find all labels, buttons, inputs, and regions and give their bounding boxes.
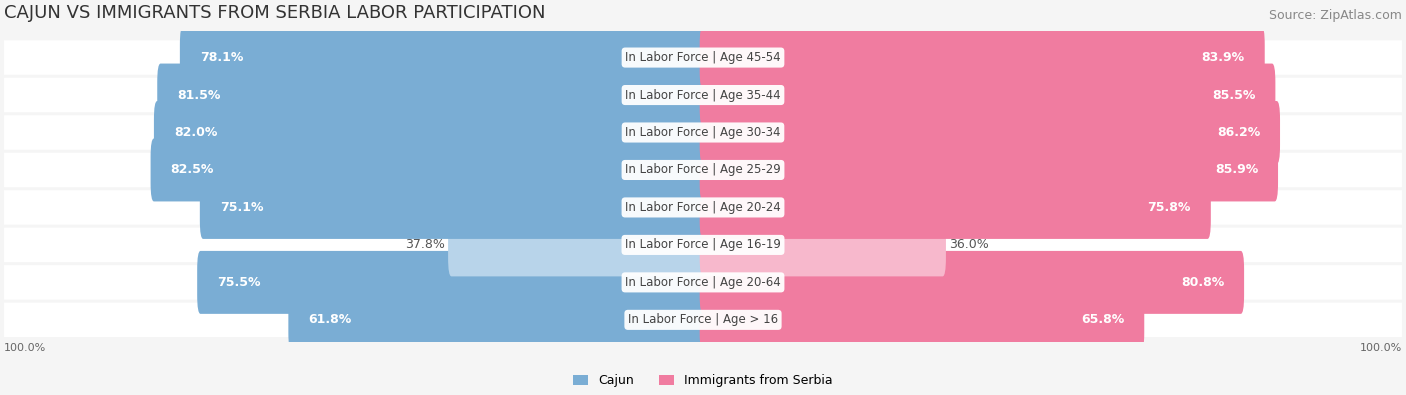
FancyBboxPatch shape <box>4 303 1402 337</box>
FancyBboxPatch shape <box>150 139 706 201</box>
FancyBboxPatch shape <box>180 26 706 89</box>
Text: 75.1%: 75.1% <box>219 201 263 214</box>
Text: 83.9%: 83.9% <box>1202 51 1244 64</box>
FancyBboxPatch shape <box>700 288 1144 351</box>
Text: In Labor Force | Age 25-29: In Labor Force | Age 25-29 <box>626 164 780 177</box>
FancyBboxPatch shape <box>197 251 706 314</box>
Text: 86.2%: 86.2% <box>1216 126 1260 139</box>
Text: In Labor Force | Age 45-54: In Labor Force | Age 45-54 <box>626 51 780 64</box>
Text: 81.5%: 81.5% <box>177 88 221 102</box>
Legend: Cajun, Immigrants from Serbia: Cajun, Immigrants from Serbia <box>568 369 838 392</box>
FancyBboxPatch shape <box>4 115 1402 150</box>
Text: 100.0%: 100.0% <box>4 343 46 353</box>
FancyBboxPatch shape <box>700 26 1265 89</box>
FancyBboxPatch shape <box>153 101 706 164</box>
Text: In Labor Force | Age 30-34: In Labor Force | Age 30-34 <box>626 126 780 139</box>
Text: CAJUN VS IMMIGRANTS FROM SERBIA LABOR PARTICIPATION: CAJUN VS IMMIGRANTS FROM SERBIA LABOR PA… <box>4 4 546 22</box>
FancyBboxPatch shape <box>4 78 1402 112</box>
FancyBboxPatch shape <box>4 265 1402 300</box>
Text: 85.9%: 85.9% <box>1215 164 1258 177</box>
FancyBboxPatch shape <box>700 139 1278 201</box>
FancyBboxPatch shape <box>4 153 1402 187</box>
Text: 85.5%: 85.5% <box>1212 88 1256 102</box>
FancyBboxPatch shape <box>157 64 706 126</box>
Text: 82.0%: 82.0% <box>174 126 218 139</box>
Text: 78.1%: 78.1% <box>200 51 243 64</box>
Text: 37.8%: 37.8% <box>405 239 444 251</box>
Text: 100.0%: 100.0% <box>1360 343 1402 353</box>
Text: In Labor Force | Age 20-24: In Labor Force | Age 20-24 <box>626 201 780 214</box>
FancyBboxPatch shape <box>449 213 706 276</box>
FancyBboxPatch shape <box>4 190 1402 225</box>
Text: In Labor Force | Age 35-44: In Labor Force | Age 35-44 <box>626 88 780 102</box>
FancyBboxPatch shape <box>288 288 706 351</box>
FancyBboxPatch shape <box>700 251 1244 314</box>
FancyBboxPatch shape <box>4 40 1402 75</box>
Text: 80.8%: 80.8% <box>1181 276 1225 289</box>
Text: In Labor Force | Age > 16: In Labor Force | Age > 16 <box>628 313 778 326</box>
Text: 82.5%: 82.5% <box>170 164 214 177</box>
Text: In Labor Force | Age 20-64: In Labor Force | Age 20-64 <box>626 276 780 289</box>
Text: 36.0%: 36.0% <box>949 239 988 251</box>
FancyBboxPatch shape <box>200 176 706 239</box>
FancyBboxPatch shape <box>700 101 1279 164</box>
FancyBboxPatch shape <box>700 176 1211 239</box>
Text: 65.8%: 65.8% <box>1081 313 1125 326</box>
Text: In Labor Force | Age 16-19: In Labor Force | Age 16-19 <box>626 239 780 251</box>
Text: 75.8%: 75.8% <box>1147 201 1191 214</box>
FancyBboxPatch shape <box>4 228 1402 262</box>
Text: 61.8%: 61.8% <box>308 313 352 326</box>
FancyBboxPatch shape <box>700 64 1275 126</box>
Text: 75.5%: 75.5% <box>217 276 260 289</box>
Text: Source: ZipAtlas.com: Source: ZipAtlas.com <box>1270 9 1402 22</box>
FancyBboxPatch shape <box>700 213 946 276</box>
